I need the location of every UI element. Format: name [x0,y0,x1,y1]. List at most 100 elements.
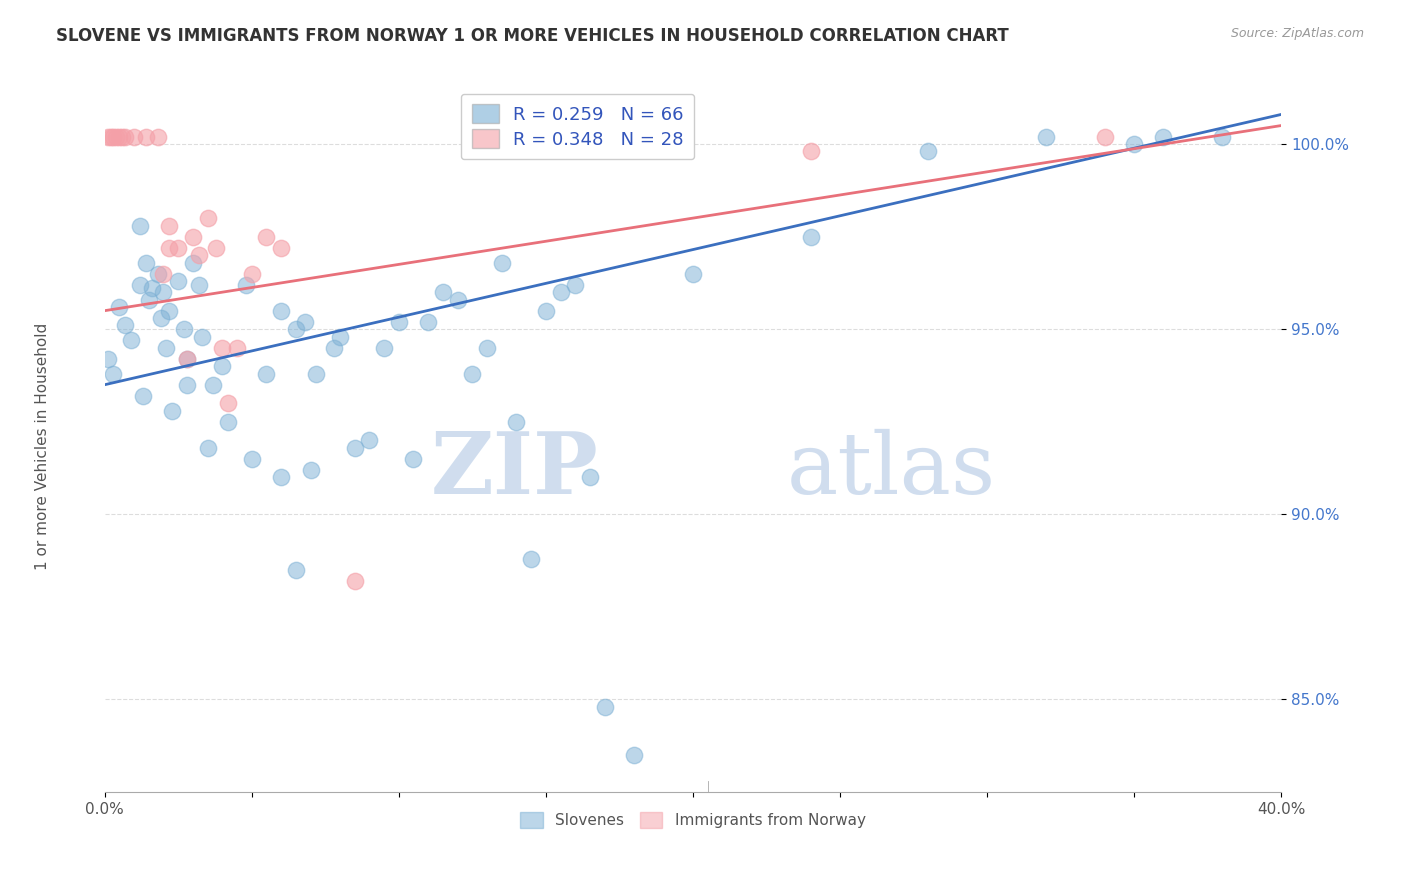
Text: SLOVENE VS IMMIGRANTS FROM NORWAY 1 OR MORE VEHICLES IN HOUSEHOLD CORRELATION CH: SLOVENE VS IMMIGRANTS FROM NORWAY 1 OR M… [56,27,1010,45]
Point [176,351,198,366]
Point [202,377,225,392]
Point [475,341,498,355]
Point [176,351,198,366]
Point [105,129,128,144]
Point [388,315,411,329]
Point [197,211,219,226]
Point [799,145,821,159]
Point [284,563,307,577]
Point [284,322,307,336]
Point [1123,137,1146,152]
Point [217,396,239,410]
Point [226,341,249,355]
Point [152,285,174,300]
Text: atlas: atlas [787,429,995,512]
Point [217,415,239,429]
Point [402,451,425,466]
Point [323,341,346,355]
Point [446,293,468,307]
Point [240,267,263,281]
Point [520,551,543,566]
Point [97,351,120,366]
Point [129,277,152,292]
Point [157,241,180,255]
Point [135,255,157,269]
Point [108,129,131,144]
Point [1094,129,1116,144]
Point [167,274,190,288]
Point [799,229,821,244]
Point [103,367,125,381]
Point [270,303,292,318]
Point [491,255,513,269]
Point [132,389,155,403]
Point [97,129,120,144]
Point [205,241,228,255]
Point [149,311,172,326]
Point [432,285,454,300]
Text: ZIP: ZIP [432,428,599,512]
Point [114,129,136,144]
Point [146,129,169,144]
Point [254,367,277,381]
Point [505,415,527,429]
Point [141,281,163,295]
Point [623,747,645,762]
Point [167,241,190,255]
Point [270,241,292,255]
Point [152,267,174,281]
Point [146,267,169,281]
Point [550,285,572,300]
Point [138,293,160,307]
Point [114,318,136,333]
Point [418,315,440,329]
Point [461,367,484,381]
Point [359,434,381,448]
Point [235,277,257,292]
Point [299,463,322,477]
Point [157,303,180,318]
Point [579,470,602,484]
Point [108,300,131,314]
Point [1035,129,1057,144]
Point [593,699,616,714]
Point [343,441,366,455]
Point [534,303,557,318]
Point [343,574,366,588]
Point [211,341,233,355]
Point [254,229,277,244]
Point [122,129,145,144]
Point [157,219,180,233]
Point [181,255,204,269]
Point [187,277,209,292]
Point [240,451,263,466]
Point [329,329,352,343]
Point [120,333,142,347]
Point [181,229,204,244]
Point [564,277,586,292]
Point [270,470,292,484]
Point [1152,129,1174,144]
Point [129,219,152,233]
Point [294,315,316,329]
Point [103,129,125,144]
Point [190,329,212,343]
Point [682,267,704,281]
Point [162,403,184,417]
Text: 1 or more Vehicles in Household: 1 or more Vehicles in Household [35,322,49,570]
Point [176,377,198,392]
Point [305,367,328,381]
Point [187,248,209,262]
Text: Source: ZipAtlas.com: Source: ZipAtlas.com [1230,27,1364,40]
Point [155,341,177,355]
Point [917,145,939,159]
Point [100,129,122,144]
Legend: Slovenes, Immigrants from Norway: Slovenes, Immigrants from Norway [515,806,872,834]
Point [111,129,134,144]
Point [373,341,395,355]
Point [135,129,157,144]
Point [1211,129,1233,144]
Point [197,441,219,455]
Point [173,322,195,336]
Point [211,359,233,374]
